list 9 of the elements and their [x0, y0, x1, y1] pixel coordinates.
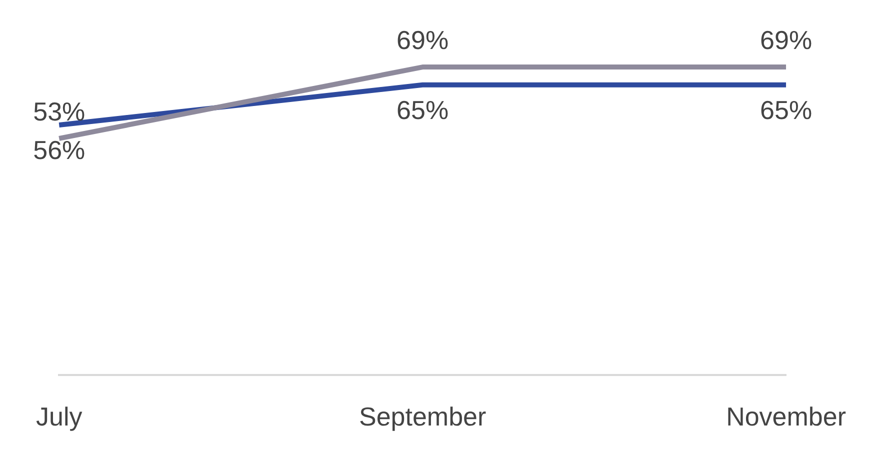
data-label: 69% — [760, 25, 812, 56]
data-label: 56% — [33, 135, 86, 166]
x-tick-label: September — [358, 402, 487, 432]
data-label: 65% — [396, 95, 449, 126]
x-tick-label: July — [36, 402, 82, 432]
data-label: 69% — [396, 25, 449, 56]
data-label: 65% — [760, 95, 812, 126]
x-tick-label: November — [726, 402, 846, 432]
data-label: 53% — [33, 96, 86, 127]
